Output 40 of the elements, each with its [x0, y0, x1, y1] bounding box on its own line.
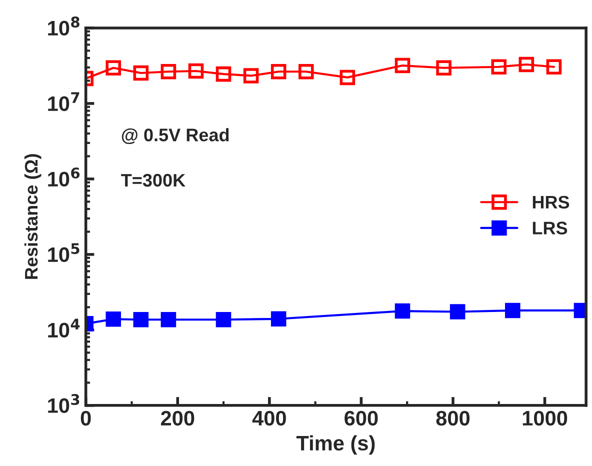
point — [133, 65, 149, 81]
point — [298, 64, 314, 80]
point — [394, 58, 410, 74]
y-tick-label: 10$^{8}$ — [48, 16, 80, 36]
point — [160, 312, 176, 328]
y-tick-label: 10$^{4}$ — [48, 318, 80, 338]
point — [216, 312, 232, 328]
y-tick-label: 10$^{6}$ — [48, 168, 80, 187]
y-tick-label: 10$^{3}$ — [48, 394, 80, 414]
point — [270, 64, 286, 80]
x-tick-label: 400 — [252, 410, 286, 426]
point — [491, 59, 507, 75]
x-tick-label: 0 — [80, 410, 91, 426]
x-tick-label: 600 — [344, 410, 378, 426]
point — [394, 303, 410, 319]
point — [450, 304, 466, 320]
point — [270, 311, 286, 327]
annotation: @ 0.5V Read — [122, 128, 229, 144]
x-tick-label: 800 — [436, 410, 470, 426]
x-axis-title: Time (s) — [296, 435, 375, 455]
x-tick-label: 200 — [160, 410, 194, 426]
y-tick-label: 10$^{7}$ — [48, 92, 80, 112]
y-tick-label: 10$^{5}$ — [48, 243, 80, 262]
point — [216, 66, 232, 82]
point — [546, 59, 562, 75]
x-tick-label: 1000 — [522, 410, 568, 426]
point — [518, 56, 534, 72]
point — [106, 60, 122, 76]
point — [106, 311, 122, 327]
point — [340, 70, 356, 86]
annotation: T=300K — [121, 174, 186, 187]
point — [505, 302, 520, 318]
point — [243, 68, 259, 84]
legend-label: HRS — [532, 196, 570, 209]
legend-label: LRS — [532, 222, 568, 234]
point — [188, 63, 204, 79]
y-axis-title: Resistance (Ω) — [24, 154, 42, 279]
point — [133, 312, 149, 328]
point — [436, 60, 452, 76]
point — [160, 64, 176, 80]
